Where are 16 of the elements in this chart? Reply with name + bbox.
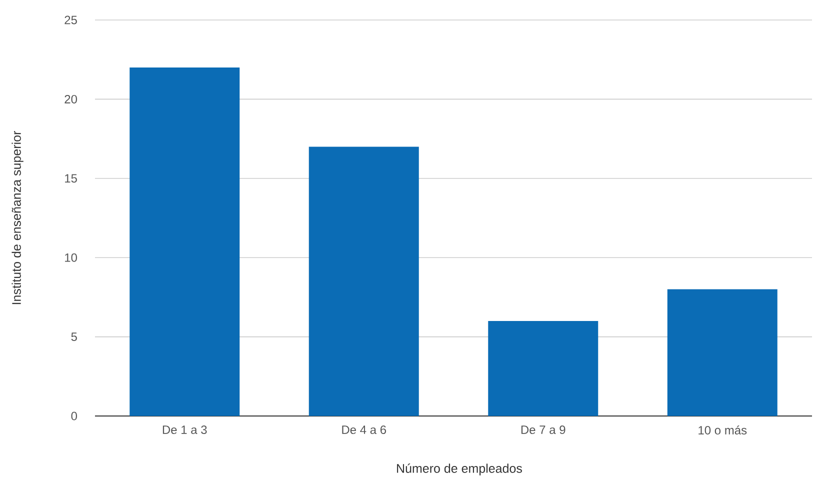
y-tick-label: 5 xyxy=(71,332,77,341)
x-axis-title: Número de empleados xyxy=(397,464,522,476)
x-tick-label: De 7 a 9 xyxy=(521,426,566,434)
y-axis-title: Instituto de enseñanza superior xyxy=(12,131,24,304)
y-tick-label: 25 xyxy=(64,16,77,24)
x-tick-label: De 1 a 3 xyxy=(162,426,207,434)
y-tick-label: 20 xyxy=(64,94,78,104)
y-tick-label: 15 xyxy=(65,174,77,183)
y-tick-label: 0 xyxy=(71,412,78,420)
bar xyxy=(488,320,598,416)
bar xyxy=(667,289,778,416)
x-tick-label: De 4 a 6 xyxy=(342,426,386,434)
bar xyxy=(130,68,240,416)
x-tick-label: 10 o más xyxy=(698,426,747,434)
y-tick-label: 10 xyxy=(65,253,78,262)
bar xyxy=(308,146,419,416)
